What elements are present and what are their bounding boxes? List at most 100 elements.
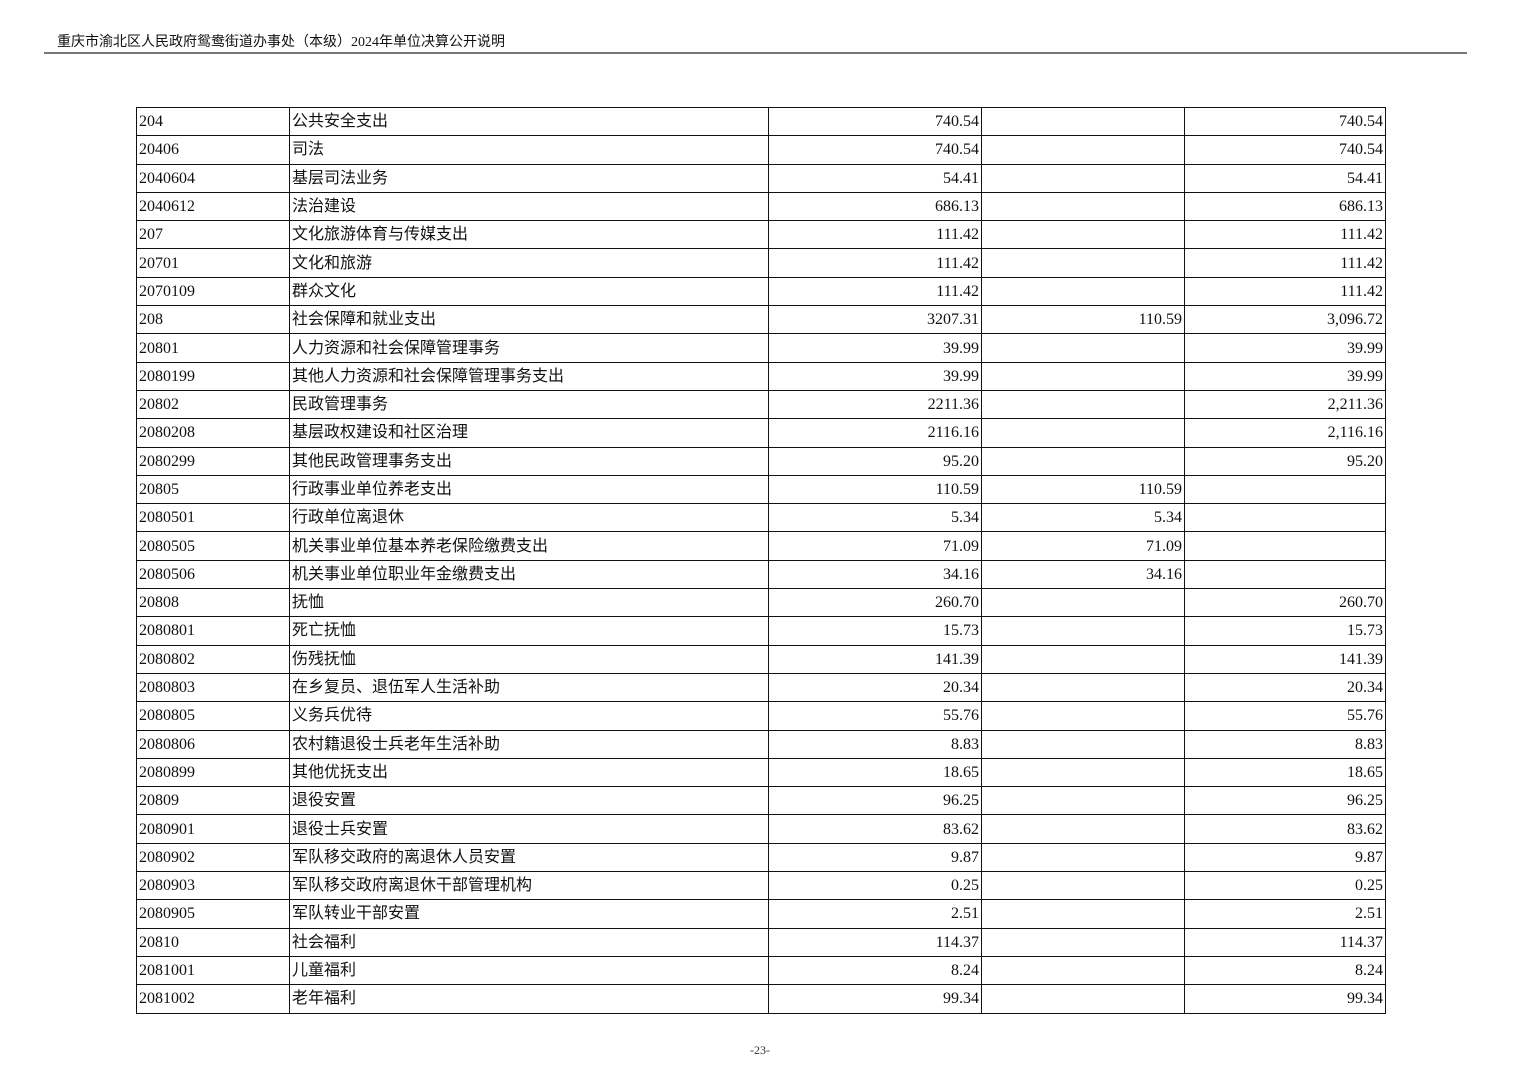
basic-expenditure-cell	[981, 333, 1185, 363]
basic-expenditure-cell	[981, 418, 1185, 448]
subject-code-cell: 2040604	[136, 163, 290, 193]
table-row: 2040604 基层司法业务 54.41 54.41	[136, 163, 1386, 193]
basic-expenditure-cell	[981, 672, 1185, 703]
total-amount-cell: 3207.31	[768, 305, 982, 335]
project-expenditure-cell: 95.20	[1184, 446, 1386, 476]
basic-expenditure-cell	[981, 616, 1185, 646]
basic-expenditure-cell	[981, 955, 1185, 986]
project-expenditure-cell: 111.42	[1184, 248, 1386, 278]
basic-expenditure-cell	[981, 871, 1185, 901]
project-expenditure-cell: 18.65	[1184, 757, 1386, 788]
project-expenditure-cell: 114.37	[1184, 927, 1386, 957]
total-amount-cell: 114.37	[768, 927, 982, 957]
total-amount-cell: 96.25	[768, 786, 982, 816]
subject-code-cell: 20808	[136, 588, 290, 618]
subject-code-cell: 20802	[136, 389, 290, 420]
subject-code-cell: 2080801	[136, 616, 290, 646]
table-row: 2080299 其他民政管理事务支出 95.20 95.20	[136, 446, 1386, 476]
table-row: 2080208 基层政权建设和社区治理 2116.16 2,116.16	[136, 418, 1386, 448]
total-amount-cell: 686.13	[768, 191, 982, 222]
table-row: 2081002 老年福利 99.34 99.34	[136, 984, 1386, 1014]
total-amount-cell: 110.59	[768, 474, 982, 505]
total-amount-cell: 111.42	[768, 220, 982, 250]
header-divider	[44, 52, 1467, 54]
subject-name-cell: 机关事业单位基本养老保险缴费支出	[289, 531, 769, 561]
total-amount-cell: 2116.16	[768, 418, 982, 448]
project-expenditure-cell: 111.42	[1184, 220, 1386, 250]
basic-expenditure-cell	[981, 361, 1185, 391]
subject-name-cell: 抚恤	[289, 588, 769, 618]
table-row: 208 社会保障和就业支出 3207.31 110.59 3,096.72	[136, 305, 1386, 335]
table-row: 20805 行政事业单位养老支出 110.59 110.59	[136, 474, 1386, 505]
subject-code-cell: 2080899	[136, 757, 290, 788]
subject-name-cell: 法治建设	[289, 191, 769, 222]
total-amount-cell: 83.62	[768, 814, 982, 844]
subject-name-cell: 其他人力资源和社会保障管理事务支出	[289, 361, 769, 391]
table-row: 20801 人力资源和社会保障管理事务 39.99 39.99	[136, 333, 1386, 363]
basic-expenditure-cell	[981, 135, 1185, 165]
basic-expenditure-cell	[981, 163, 1185, 193]
basic-expenditure-cell	[981, 984, 1185, 1014]
subject-name-cell: 军队转业干部安置	[289, 899, 769, 929]
project-expenditure-cell: 8.24	[1184, 955, 1386, 986]
subject-code-cell: 20805	[136, 474, 290, 505]
subject-name-cell: 退役士兵安置	[289, 814, 769, 844]
total-amount-cell: 5.34	[768, 503, 982, 533]
total-amount-cell: 95.20	[768, 446, 982, 476]
table-row: 2080802 伤残抚恤 141.39 141.39	[136, 644, 1386, 674]
total-amount-cell: 39.99	[768, 361, 982, 391]
project-expenditure-cell: 9.87	[1184, 842, 1386, 873]
basic-expenditure-cell	[981, 729, 1185, 759]
project-expenditure-cell: 96.25	[1184, 786, 1386, 816]
subject-name-cell: 老年福利	[289, 984, 769, 1014]
subject-name-cell: 司法	[289, 135, 769, 165]
total-amount-cell: 18.65	[768, 757, 982, 788]
subject-name-cell: 军队移交政府的离退休人员安置	[289, 842, 769, 873]
basic-expenditure-cell	[981, 814, 1185, 844]
table-row: 2080505 机关事业单位基本养老保险缴费支出 71.09 71.09	[136, 531, 1386, 561]
project-expenditure-cell	[1184, 531, 1386, 561]
total-amount-cell: 20.34	[768, 672, 982, 703]
project-expenditure-cell: 8.83	[1184, 729, 1386, 759]
basic-expenditure-cell	[981, 389, 1185, 420]
table-row: 20406 司法 740.54 740.54	[136, 135, 1386, 165]
table-row: 2080903 军队移交政府离退休干部管理机构 0.25 0.25	[136, 871, 1386, 901]
subject-code-cell: 20810	[136, 927, 290, 957]
subject-code-cell: 2080805	[136, 701, 290, 731]
subject-code-cell: 2080208	[136, 418, 290, 448]
subject-code-cell: 2081001	[136, 955, 290, 986]
subject-code-cell: 2080905	[136, 899, 290, 929]
total-amount-cell: 34.16	[768, 559, 982, 590]
project-expenditure-cell: 39.99	[1184, 361, 1386, 391]
subject-code-cell: 2080803	[136, 672, 290, 703]
basic-expenditure-cell: 110.59	[981, 474, 1185, 505]
total-amount-cell: 8.83	[768, 729, 982, 759]
table-row: 204 公共安全支出 740.54 740.54	[136, 106, 1386, 137]
subject-name-cell: 其他优抚支出	[289, 757, 769, 788]
table-row: 20810 社会福利 114.37 114.37	[136, 927, 1386, 957]
subject-name-cell: 其他民政管理事务支出	[289, 446, 769, 476]
subject-name-cell: 军队移交政府离退休干部管理机构	[289, 871, 769, 901]
total-amount-cell: 2.51	[768, 899, 982, 929]
subject-code-cell: 2080903	[136, 871, 290, 901]
subject-name-cell: 人力资源和社会保障管理事务	[289, 333, 769, 363]
basic-expenditure-cell: 34.16	[981, 559, 1185, 590]
total-amount-cell: 9.87	[768, 842, 982, 873]
project-expenditure-cell: 740.54	[1184, 135, 1386, 165]
subject-name-cell: 文化旅游体育与传媒支出	[289, 220, 769, 250]
subject-code-cell: 2070109	[136, 276, 290, 307]
subject-code-cell: 20801	[136, 333, 290, 363]
subject-code-cell: 2081002	[136, 984, 290, 1014]
subject-code-cell: 2080501	[136, 503, 290, 533]
total-amount-cell: 111.42	[768, 248, 982, 278]
basic-expenditure-cell	[981, 588, 1185, 618]
table-row: 207 文化旅游体育与传媒支出 111.42 111.42	[136, 220, 1386, 250]
subject-name-cell: 义务兵优待	[289, 701, 769, 731]
project-expenditure-cell: 141.39	[1184, 644, 1386, 674]
basic-expenditure-cell	[981, 927, 1185, 957]
basic-expenditure-cell	[981, 701, 1185, 731]
basic-expenditure-cell: 5.34	[981, 503, 1185, 533]
subject-name-cell: 机关事业单位职业年金缴费支出	[289, 559, 769, 590]
total-amount-cell: 99.34	[768, 984, 982, 1014]
project-expenditure-cell: 740.54	[1184, 106, 1386, 137]
